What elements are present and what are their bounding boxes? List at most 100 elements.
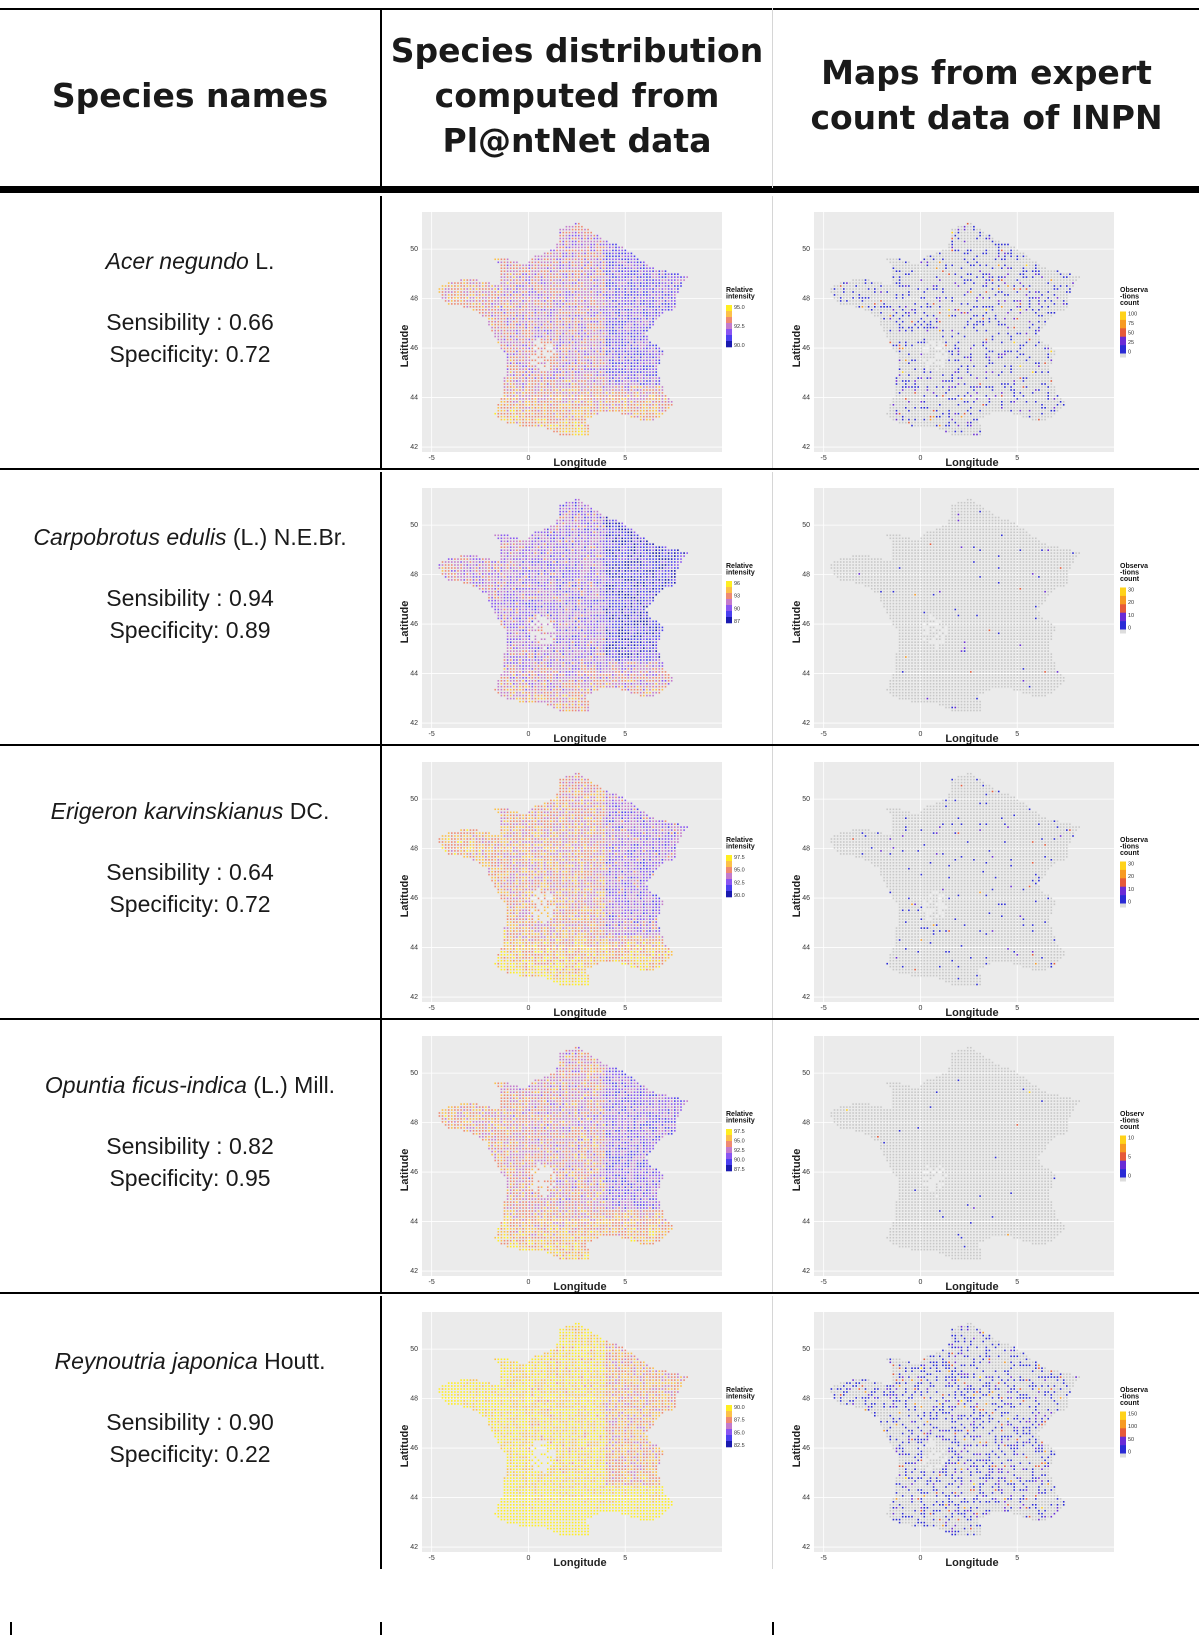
legend-color-step: [1120, 1428, 1126, 1437]
legend-title-line: count: [1120, 576, 1140, 583]
legend-tick-label: 87.5: [734, 1418, 745, 1424]
y-tick-label: 48: [802, 846, 810, 853]
legend-tick-label: 90.0: [734, 1405, 745, 1411]
legend-tick-label: 82.5: [734, 1443, 745, 1449]
legend-color-step: [726, 1147, 732, 1154]
plantnet-distribution-points: [438, 222, 688, 436]
y-tick-label: 50: [410, 1070, 418, 1077]
column-separator-1: [380, 196, 382, 469]
plantnet-map: 42 44 46 48 50 -5 0 5 Longitude Latitude Relative i…: [392, 1302, 764, 1570]
species-name-italic: Reynoutria japonica: [54, 1348, 257, 1374]
legend-tick-label: 0: [1128, 1450, 1131, 1456]
legend-color-step: [726, 587, 732, 594]
legend-title-line: Observa: [1120, 563, 1148, 570]
legend-color-step: [726, 1441, 732, 1448]
legend-color-step: [1120, 878, 1126, 887]
legend-title-line: Observa: [1120, 1387, 1148, 1394]
row-rule: [0, 1018, 1199, 1020]
y-tick-label: 50: [802, 1346, 810, 1353]
x-axis-title: Longitude: [553, 457, 606, 469]
y-tick-label: 42: [802, 1544, 810, 1551]
inpn-count-points: [830, 222, 1080, 436]
species-cell: Acer negundo L. Sensibility : 0.66 Specifi…: [0, 246, 380, 370]
x-tick-label: -5: [429, 1555, 435, 1562]
x-tick-label: 5: [623, 1555, 627, 1562]
spacer: [0, 276, 380, 306]
y-tick-label: 50: [410, 522, 418, 529]
legend-color-step: [1120, 869, 1126, 879]
legend-color-step: [726, 885, 732, 892]
legend-color-step: [1120, 612, 1126, 622]
species-name-author: Houtt.: [258, 1348, 325, 1374]
map-panel-background: [814, 488, 1114, 728]
specificity-value: Specificity: 0.89: [0, 614, 380, 646]
legend-title-line: Relative: [726, 1111, 753, 1118]
legend-tick-label: 10: [1128, 1136, 1134, 1142]
spacer: [0, 552, 380, 582]
legend-tick-label: 97.5: [734, 855, 745, 861]
inpn-map: 42 44 46 48 50 -5 0 5 Longitude Latitude Observa -t…: [784, 752, 1156, 1020]
inpn-count-points: [830, 1046, 1080, 1260]
legend-color-step: [726, 879, 732, 886]
column-separator-1: [380, 1020, 382, 1293]
y-tick-label: 50: [802, 796, 810, 803]
y-tick-label: 44: [802, 395, 810, 402]
legend-color-step: [1120, 1419, 1126, 1429]
plantnet-map-svg: 42 44 46 48 50 -5 0 5 Longitude Latitude Relativei…: [399, 1036, 755, 1293]
y-axis-title: Latitude: [399, 1149, 411, 1192]
specificity-value: Specificity: 0.72: [0, 888, 380, 920]
legend-tick-label: 0: [1128, 900, 1131, 906]
column-separator-2: [772, 196, 773, 469]
x-tick-label: 5: [1015, 455, 1019, 462]
column-separator-2: [772, 746, 773, 1019]
legend-color-step: [1120, 1177, 1126, 1182]
legend-color-step: [726, 323, 732, 330]
y-tick-label: 42: [410, 1268, 418, 1275]
legend-color-step: [726, 1423, 732, 1430]
species-name: Reynoutria japonica Houtt.: [0, 1346, 380, 1376]
species-name: Acer negundo L.: [0, 246, 380, 276]
legend-tick-label: 92.5: [734, 324, 745, 330]
legend-color-step: [726, 311, 732, 318]
legend-tick-label: 50: [1128, 331, 1134, 337]
legend-color-step: [1120, 1411, 1126, 1421]
species-name-author: (L.) N.E.Br.: [226, 524, 347, 550]
y-tick-label: 48: [410, 846, 418, 853]
legend-color-step: [1120, 1143, 1126, 1153]
legend-color-step: [1120, 1160, 1126, 1170]
legend-title-line: Relative: [726, 837, 753, 844]
x-axis-title: Longitude: [945, 1281, 998, 1293]
legend-color-step: [1120, 1453, 1126, 1458]
legend-tick-label: 87: [734, 619, 740, 625]
legend-color-step: [726, 1435, 732, 1442]
sensibility-value: Sensibility : 0.64: [0, 856, 380, 888]
y-tick-label: 46: [802, 345, 810, 352]
y-tick-label: 46: [410, 895, 418, 902]
legend-color-step: [1120, 595, 1126, 605]
column-separator-2: [772, 8, 773, 188]
map-panel-background: [814, 1312, 1114, 1552]
y-tick-label: 46: [802, 621, 810, 628]
x-tick-label: 0: [526, 731, 530, 738]
legend-color-step: [726, 593, 732, 600]
plantnet-map-svg: 42 44 46 48 50 -5 0 5 Longitude Latitude Relativei…: [399, 212, 755, 469]
legend-title-line: count: [1120, 1400, 1140, 1407]
sensibility-value: Sensibility : 0.82: [0, 1130, 380, 1162]
legend-color-step: [726, 1429, 732, 1436]
y-tick-label: 50: [802, 246, 810, 253]
legend-title-line: count: [1120, 1124, 1140, 1131]
legend-tick-label: 92.5: [734, 880, 745, 886]
plantnet-map-svg: 42 44 46 48 50 -5 0 5 Longitude Latitude Relativei…: [399, 762, 755, 1019]
y-tick-label: 48: [410, 572, 418, 579]
y-tick-label: 42: [802, 444, 810, 451]
legend-tick-label: 96: [734, 581, 740, 587]
x-tick-label: 0: [526, 455, 530, 462]
legend-tick-label: 10: [1128, 887, 1134, 893]
y-tick-label: 42: [410, 994, 418, 1001]
